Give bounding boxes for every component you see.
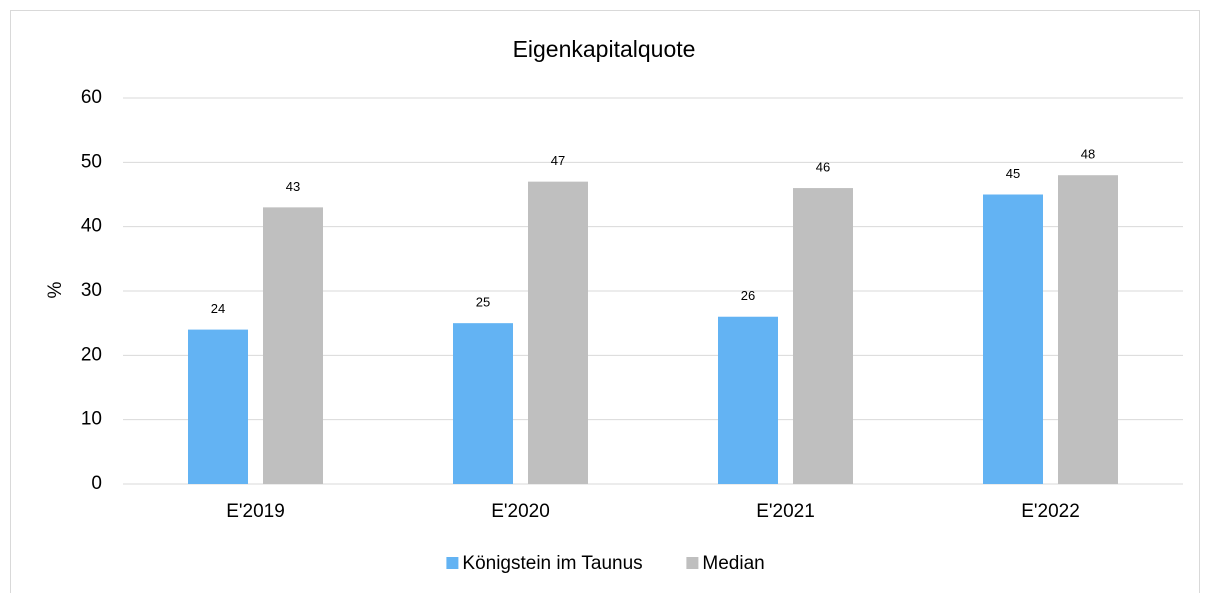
bar	[1058, 175, 1118, 484]
data-label: 47	[551, 153, 565, 168]
data-label: 25	[476, 295, 490, 310]
bar	[983, 194, 1043, 484]
legend-swatch	[446, 557, 459, 569]
bar	[453, 323, 513, 484]
data-label: 48	[1081, 147, 1095, 162]
y-tick-label: 20	[81, 344, 102, 365]
y-tick-label: 10	[81, 409, 102, 430]
x-tick-label: E'2020	[491, 501, 550, 522]
bar	[718, 316, 778, 484]
data-label: 26	[741, 288, 755, 303]
x-tick-label: E'2022	[1021, 501, 1080, 522]
x-tick-label: E'2021	[756, 501, 815, 522]
y-tick-label: 30	[81, 280, 102, 301]
legend-label: Königstein im Taunus	[462, 553, 642, 574]
chart-title: Eigenkapitalquote	[513, 36, 696, 62]
bar	[528, 181, 588, 484]
legend-label: Median	[702, 553, 764, 574]
chart-border	[10, 10, 1200, 593]
y-tick-label: 40	[81, 216, 102, 237]
bar	[793, 188, 853, 485]
data-label: 45	[1006, 166, 1020, 181]
y-tick-label: 60	[81, 87, 102, 108]
y-axis-label: %	[45, 281, 66, 298]
bar	[188, 329, 248, 484]
y-tick-label: 0	[91, 473, 102, 494]
data-label: 46	[816, 160, 830, 175]
y-tick-label: 50	[81, 151, 102, 172]
data-label: 24	[211, 301, 225, 316]
data-label: 43	[286, 179, 300, 194]
legend-swatch	[686, 557, 699, 569]
bar	[263, 207, 323, 484]
x-tick-label: E'2019	[226, 501, 285, 522]
